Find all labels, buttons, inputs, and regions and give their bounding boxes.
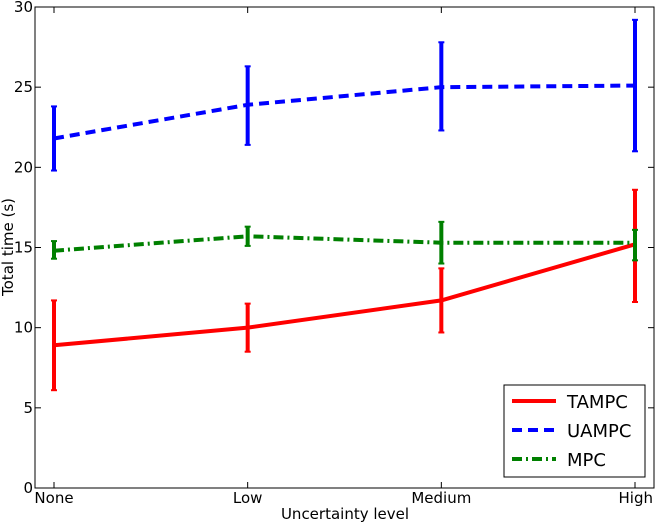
y-tick-label: 15: [14, 239, 33, 257]
legend-label-mpc: MPC: [567, 450, 606, 471]
legend: TAMPC UAMPC MPC: [503, 384, 646, 478]
error-bar-uampc: [438, 41, 445, 132]
legend-label-uampc: UAMPC: [567, 421, 631, 442]
series-line-mpc: [53, 234, 635, 253]
x-tick-label: None: [34, 489, 73, 507]
y-tick-label: 5: [23, 399, 33, 417]
error-bar-mpc: [632, 228, 638, 262]
y-axis-label: Total time (s): [0, 198, 17, 297]
y-tick-label: 30: [14, 0, 33, 16]
axis-ticks: 0 5 10 15 20 25 30 None Low Medium High: [14, 0, 654, 507]
plot-area: [51, 18, 638, 392]
series-line-tampc: [53, 242, 636, 348]
y-tick-label: 0: [23, 479, 33, 497]
error-bar-mpc: [51, 240, 57, 260]
y-tick-label: 20: [14, 158, 33, 176]
x-axis-label: Uncertainty level: [281, 505, 409, 522]
error-bar-uampc: [244, 65, 251, 146]
x-tick-label: Medium: [411, 489, 471, 507]
legend-label-tampc: TAMPC: [566, 392, 628, 413]
series-line-uampc: [53, 83, 636, 141]
y-tick-label: 25: [14, 78, 33, 96]
x-tick-label: High: [619, 489, 653, 507]
y-tick-label: 10: [14, 319, 33, 337]
x-tick-label: Low: [233, 489, 263, 507]
